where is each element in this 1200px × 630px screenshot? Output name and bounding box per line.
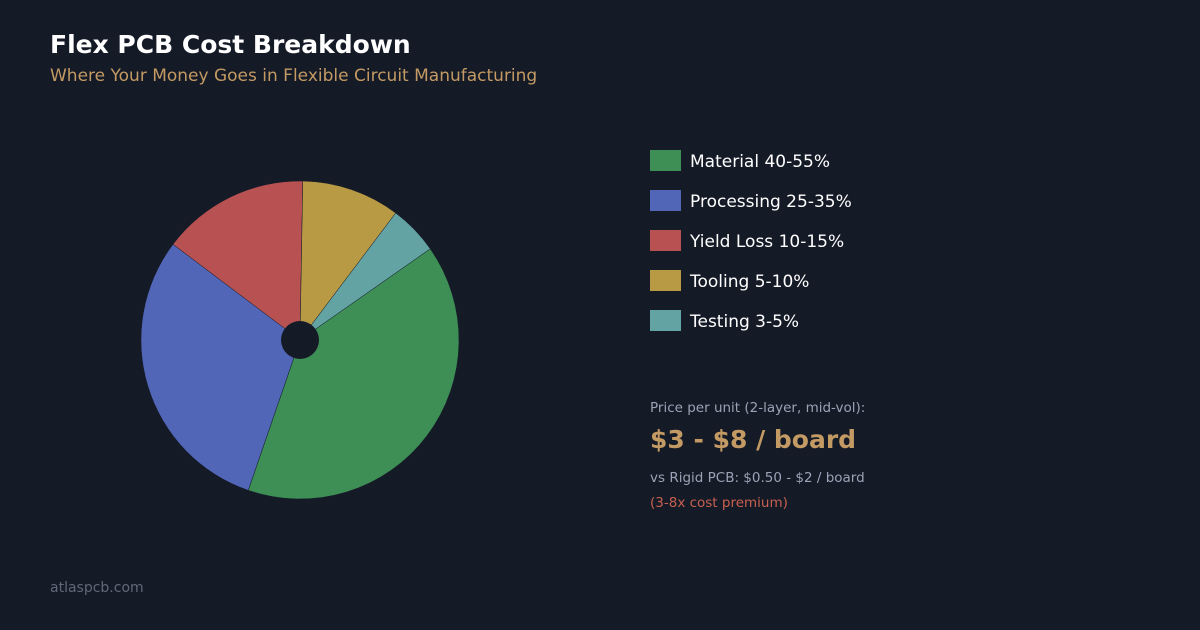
pie-hole [281,321,319,359]
chart-subtitle: Where Your Money Goes in Flexible Circui… [50,66,537,86]
legend-swatch [650,190,681,211]
footer: atlaspcb.com [50,580,144,596]
chart-title: Flex PCB Cost Breakdown [50,30,411,59]
legend: Material 40-55% Processing 25-35% Yield Lo… [650,150,852,332]
pie-slice [247,248,460,500]
pie [140,180,460,500]
legend-swatch [650,310,681,331]
legend-label: Tooling 5-10% [689,272,809,292]
legend-label: Processing 25-35% [690,192,852,212]
pie-slice [172,180,304,341]
pie-slice [140,243,301,491]
premium-note: (3-8x cost premium) [650,495,788,511]
legend-swatch [650,230,681,251]
legend-swatch [650,150,681,171]
price: $3 - $8 / board [650,425,856,454]
legend-swatch [650,270,681,291]
legend-label: Testing 3-5% [689,312,799,332]
pie-slice [299,212,431,341]
comparison: vs Rigid PCB: $0.50 - $2 / board [650,470,865,486]
legend-label: Material 40-55% [690,152,830,172]
legend-label: Yield Loss 10-15% [689,232,844,252]
price-label: Price per unit (2-layer, mid-vol): [650,400,865,416]
pie-slice [299,180,397,341]
